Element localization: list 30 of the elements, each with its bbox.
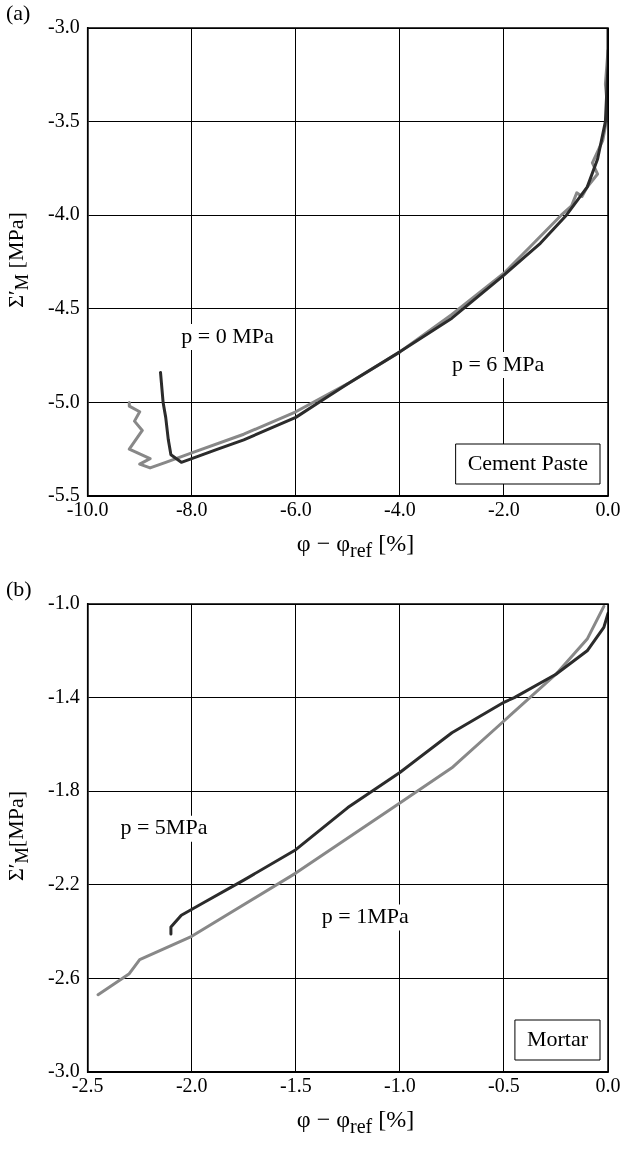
annotation: p = 6 MPa [451, 350, 545, 376]
y-tick-label: -4.0 [47, 202, 80, 225]
y-tick-label: -1.4 [47, 684, 80, 707]
y-tick-label: -3.5 [47, 108, 80, 131]
x-axis-title: φ − φ$_{ref}$ [%] [295, 530, 416, 562]
y-tick-label: -1.8 [47, 778, 80, 801]
y-tick-label: -2.2 [47, 872, 80, 895]
x-tick-label: -1.5 [279, 1074, 312, 1097]
x-tick-label: -2.0 [175, 1074, 208, 1097]
x-tick-label: 0.0 [595, 498, 621, 521]
x-tick-label: -2.0 [488, 498, 520, 521]
x-tick-label: -4.0 [384, 498, 416, 521]
annotation: p = 0 MPa [181, 322, 275, 348]
annotation: p = 5MPa [120, 814, 208, 840]
annotation: Mortar [526, 1025, 589, 1051]
x-tick-label: -8.0 [175, 498, 208, 521]
chart-title: (b) [6, 576, 32, 602]
x-tick-label: 0.0 [595, 1074, 621, 1097]
x-tick-label: -1.0 [384, 1074, 416, 1097]
y-tick-label: -1.0 [47, 591, 80, 614]
y-tick-label: -5.0 [47, 389, 80, 412]
annotation: p = 1MPa [321, 903, 410, 929]
annotation: Cement Paste [467, 449, 588, 475]
x-tick-label: -0.5 [488, 1074, 520, 1097]
y-tick-label: -2.6 [47, 965, 80, 988]
y-tick-label: -3.0 [47, 15, 80, 38]
y-tick-label: -4.5 [47, 296, 80, 319]
x-tick-label: -6.0 [279, 498, 312, 521]
x-axis-title: φ − φ$_{ref}$ [%] [295, 1106, 416, 1138]
chart-title: (a) [6, 0, 31, 26]
